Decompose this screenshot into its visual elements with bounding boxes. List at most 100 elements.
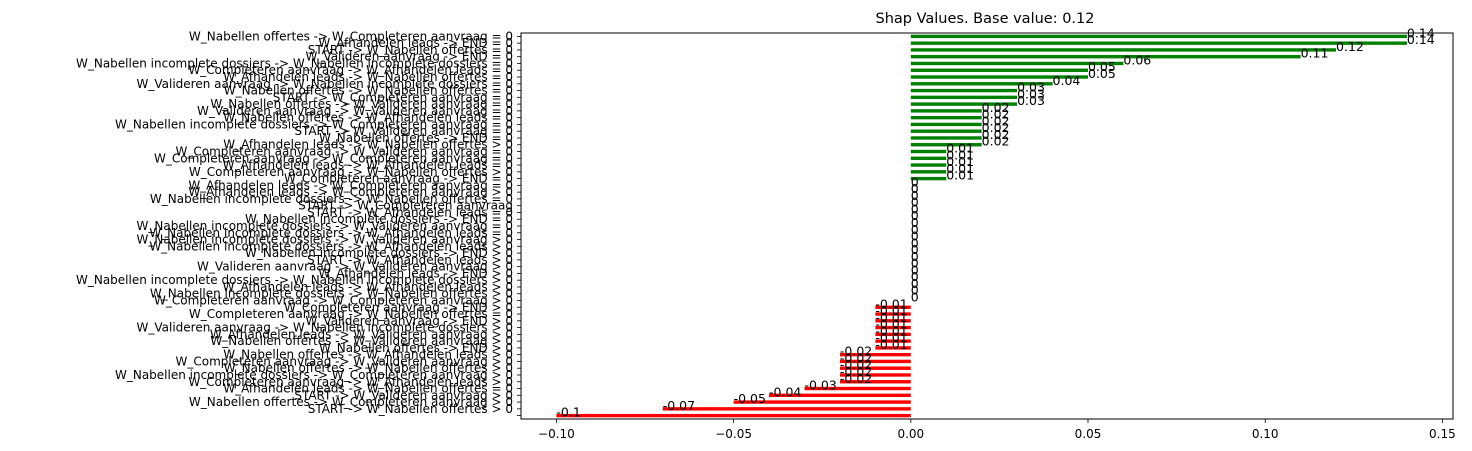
bar: [556, 413, 911, 418]
category-label: W_Nabellen incomplete dossiers -> W_Vali…: [137, 233, 513, 247]
bar: [839, 366, 911, 370]
category-label: W_Valideren aanvraag -> END > 0: [306, 314, 513, 328]
x-tick-label: 0.00: [897, 427, 924, 441]
bar: [910, 95, 1018, 100]
value-label: 0.02: [982, 134, 1010, 149]
category-label: W_Nabellen incomplete dossiers -> END > …: [245, 246, 513, 260]
bar: [910, 122, 982, 127]
category-label: W_Valideren aanvraag -> W_Nabellen incom…: [137, 77, 513, 91]
value-label: 0: [911, 229, 919, 244]
category-label: W_Afhandelen leads -> W_Nabellen offerte…: [223, 70, 513, 84]
value-label: 0: [911, 208, 919, 223]
value-label: -0.1: [556, 405, 580, 420]
bar: [910, 88, 1018, 93]
bar: [910, 61, 1124, 66]
bar: [910, 109, 982, 113]
value-label: 0: [911, 289, 919, 304]
value-label: 0.11: [1301, 46, 1329, 61]
category-label: W_Afhandelen leads -> END > 0: [318, 266, 513, 280]
bar: [875, 312, 911, 316]
bar: [910, 82, 1053, 86]
category-label: W_Valideren aanvraag -> W_Valideren aanv…: [197, 104, 513, 118]
bar: [875, 332, 911, 337]
value-label: 0.01: [946, 161, 974, 176]
category-label: W_Completeren aanvraag -> W_Valideren aa…: [176, 145, 513, 159]
value-label: 0.01: [946, 168, 974, 183]
category-label: W_Afhandelen leads -> W_Completeren aanv…: [188, 185, 513, 199]
bar: [839, 380, 911, 384]
category-label: W_Nabellen incomplete dossiers -> END = …: [245, 212, 513, 226]
category-label: W_Completeren aanvraag -> W_Completeren …: [154, 293, 513, 307]
value-label: 0.03: [1017, 86, 1045, 101]
category-label: START -> W_Completeren aanvraag = 0: [273, 90, 513, 104]
bar: [875, 339, 911, 343]
value-label: 0: [911, 256, 919, 271]
value-label: -0.02: [840, 364, 872, 379]
category-label: W_Nabellen incomplete dossiers -> W_Afha…: [149, 226, 513, 240]
value-label: 0: [911, 215, 919, 230]
category-label: START -> W_Afhandelen leads > 0: [307, 253, 513, 267]
category-label: W_Afhandelen leads -> W_Valideren aanvra…: [210, 327, 513, 341]
category-label: W_Completeren aanvraag -> W_Valideren aa…: [176, 354, 513, 368]
value-label: 0.12: [1336, 39, 1364, 54]
category-label: W_Afhandelen leads -> W_Nabellen offerte…: [223, 138, 513, 152]
category-label: W_Afhandelen leads -> END = 0: [318, 36, 513, 50]
value-label: -0.01: [875, 303, 907, 318]
category-label: START -> W_Afhandelen leads = 0: [307, 205, 513, 219]
bar: [910, 68, 1088, 72]
value-label: 0.05: [1088, 59, 1116, 74]
category-label: W_Nabellen incomplete dossiers -> W_Nabe…: [76, 56, 513, 70]
bar: [910, 136, 982, 140]
value-label: 0: [911, 181, 919, 196]
category-label: W_Nabellen offertes -> W_Afhandelen lead…: [223, 348, 513, 362]
value-label: 0: [911, 188, 919, 203]
category-label: W_Afhandelen leads -> W_Afhandelen leads…: [223, 158, 513, 172]
value-label: -0.01: [875, 296, 907, 311]
value-label: -0.01: [875, 317, 907, 332]
value-label: 0: [911, 276, 919, 291]
value-label: -0.02: [840, 371, 872, 386]
x-tick-label: 0.05: [1075, 427, 1102, 441]
bar: [839, 373, 911, 377]
value-label: 0: [911, 269, 919, 284]
category-label: W_Nabellen offertes -> W_Afhandelen lead…: [223, 111, 513, 125]
category-label: W_Completeren aanvraag -> W_Afhandelen l…: [188, 375, 513, 389]
category-label: START -> W_Nabellen offertes > 0: [308, 402, 513, 416]
value-label: 0: [911, 235, 919, 250]
x-axis: −0.10 −0.05 0.00 0.05 0.10 0.15: [538, 419, 1456, 441]
category-label: W_Nabellen incomplete dossiers -> W_Nabe…: [76, 273, 513, 287]
value-label: 0.03: [1017, 80, 1045, 95]
value-label: 0: [911, 262, 919, 277]
category-label: W_Nabellen offertes -> W_Completeren aan…: [189, 29, 513, 43]
value-label: 0.02: [982, 120, 1010, 135]
category-label: W_Completeren aanvraag -> END = 0: [284, 172, 513, 186]
value-label: 0.14: [1407, 32, 1435, 47]
value-label: -0.01: [875, 323, 907, 338]
value-label: 0.03: [1017, 93, 1045, 108]
bar: [875, 346, 911, 350]
category-label: W_Completeren aanvraag -> W_Nabellen off…: [189, 307, 513, 321]
value-label: 0: [911, 201, 919, 216]
bar: [910, 115, 982, 120]
category-label: W_Valideren aanvraag -> W_Valideren aanv…: [197, 260, 513, 274]
category-labels-layer: W_Nabellen offertes -> W_Completeren aan…: [76, 29, 521, 417]
bar: [875, 325, 911, 330]
x-tick-label: 0.10: [1252, 427, 1279, 441]
value-label: 0: [911, 195, 919, 210]
value-label: 0: [911, 249, 919, 264]
chart-title: Shap Values. Base value: 0.12: [876, 11, 1095, 27]
value-label: 0: [911, 174, 919, 189]
value-label: 0.04: [1053, 73, 1081, 88]
category-label: W_Completeren aanvraag -> W_Completeren …: [154, 151, 513, 165]
value-label: -0.01: [875, 337, 907, 352]
value-label: 0: [911, 222, 919, 237]
x-tick-label: −0.10: [538, 427, 575, 441]
category-label: W_Nabellen incomplete dossiers -> W_Nabe…: [150, 287, 513, 301]
bar: [910, 143, 982, 147]
value-label: 0.02: [982, 127, 1010, 142]
bar: [769, 393, 911, 397]
category-label: W_Afhandelen leads -> W_Afhandelen leads…: [223, 280, 513, 294]
value-label: 0: [911, 242, 919, 257]
x-tick-label: −0.05: [715, 427, 752, 441]
